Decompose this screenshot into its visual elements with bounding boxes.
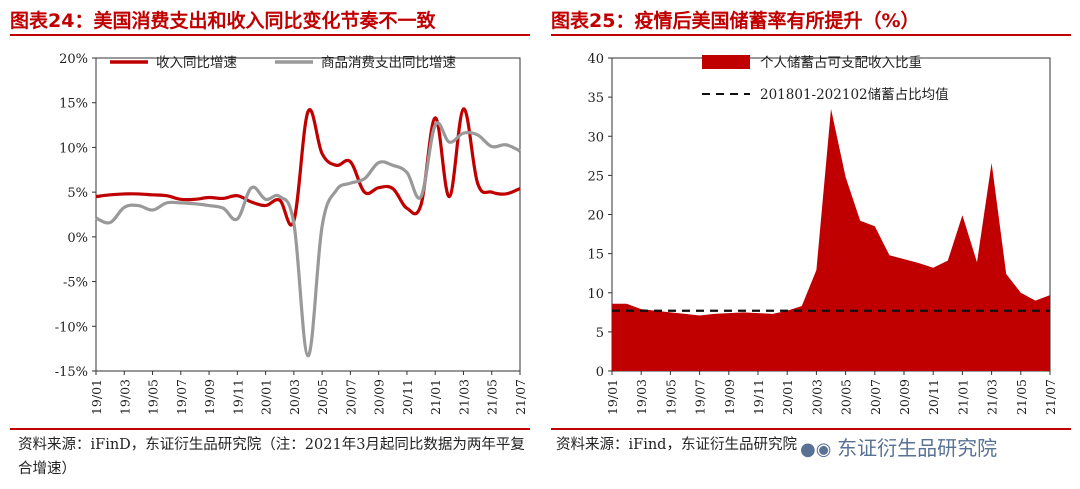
y-tick-label: 35 <box>587 91 604 106</box>
x-tick-label: 19/11 <box>230 379 245 415</box>
x-tick-label: 21/03 <box>985 379 1000 415</box>
y-tick-label: 0% <box>67 231 88 246</box>
legend-label: 商品消费支出同比增速 <box>321 55 456 71</box>
series-line <box>95 121 521 358</box>
left-source-note: 资料来源：iFinD，东证衍生品研究院（注：2021年3月起同比数据为两年平复合… <box>18 437 525 477</box>
legend-label: 收入同比增速 <box>156 55 237 71</box>
x-tick-label: 20/01 <box>780 379 795 415</box>
x-tick-label: 19/03 <box>117 379 132 415</box>
x-tick-label: 19/05 <box>663 379 678 415</box>
x-tick-label: 19/09 <box>722 379 737 415</box>
watermark-text: 东证衍生品研究院 <box>837 436 998 460</box>
y-tick-label: -15% <box>55 365 88 380</box>
y-tick-label: 5 <box>596 326 604 341</box>
left-source-rule <box>10 428 530 430</box>
x-tick-label: 20/07 <box>868 379 883 415</box>
x-tick-label: 20/09 <box>372 379 387 415</box>
y-tick-label: 5% <box>67 186 88 201</box>
left-chart-title: 图表24：美国消费支出和收入同比变化节奏不一致 <box>10 10 436 32</box>
x-tick-label: 19/07 <box>174 379 189 415</box>
legend-label: 个人储蓄占可支配收入比重 <box>760 55 922 71</box>
y-tick-label: 30 <box>587 130 604 145</box>
y-tick-label: 10 <box>587 287 604 302</box>
left-line-chart: 20% 15% 10% 5% 0% -5% -10% -15%19/01 19/03 19/05 1… <box>55 52 528 415</box>
x-tick-label: 19/05 <box>146 379 161 415</box>
x-tick-label: 21/07 <box>513 379 528 415</box>
y-tick-label: 40 <box>587 52 604 67</box>
plot-frame <box>95 57 521 372</box>
x-tick-label: 21/03 <box>456 379 471 415</box>
x-tick-label: 21/07 <box>1043 379 1058 415</box>
y-tick-label: 15% <box>59 97 88 112</box>
x-tick-label: 20/03 <box>809 379 824 415</box>
x-tick-label: 21/01 <box>955 379 970 415</box>
x-tick-label: 20/07 <box>343 379 358 415</box>
right-area-chart: 40 35 30 25 20 15 10 5 019/01 19/03 19/05 19/07 19/0… <box>587 52 1058 415</box>
x-tick-label: 20/09 <box>897 379 912 415</box>
y-tick-label: 0 <box>596 365 604 380</box>
right-source-rule <box>551 428 1071 430</box>
series-line <box>95 107 521 227</box>
x-tick-label: 19/01 <box>89 379 104 415</box>
x-tick-label: 20/03 <box>287 379 302 415</box>
y-tick-label: 25 <box>587 169 604 184</box>
right-source-note: 资料来源：iFind，东证衍生品研究院 <box>556 437 797 453</box>
x-tick-label: 19/07 <box>693 379 708 415</box>
y-tick-label: -5% <box>63 276 88 291</box>
series-area <box>612 108 1050 372</box>
x-tick-label: 21/01 <box>428 379 443 415</box>
legend-swatch <box>702 55 750 69</box>
x-tick-label: 19/11 <box>751 379 766 415</box>
wechat-icon: ●◉ <box>800 439 838 460</box>
y-tick-label: 10% <box>59 141 88 156</box>
y-tick-label: 20 <box>587 209 604 224</box>
right-title-rule <box>551 34 1071 36</box>
x-tick-label: 21/05 <box>1014 379 1029 415</box>
x-tick-label: 19/03 <box>634 379 649 415</box>
x-tick-label: 20/05 <box>839 379 854 415</box>
y-tick-label: -10% <box>55 320 88 335</box>
x-tick-label: 20/01 <box>259 379 274 415</box>
right-chart-title: 图表25：疫情后美国储蓄率有所提升（%） <box>551 10 920 32</box>
x-tick-label: 20/11 <box>400 379 415 415</box>
x-tick-label: 20/05 <box>315 379 330 415</box>
left-title-rule <box>10 34 530 36</box>
y-tick-label: 15 <box>587 248 604 263</box>
x-tick-label: 19/01 <box>605 379 620 415</box>
watermark-logo: ●◉ 东证衍生品研究院 <box>800 432 997 461</box>
x-tick-label: 20/11 <box>926 379 941 415</box>
y-tick-label: 20% <box>59 52 88 67</box>
legend-label: 201801-202102储蓄占比均值 <box>760 87 949 103</box>
x-tick-label: 19/09 <box>202 379 217 415</box>
x-tick-label: 21/05 <box>485 379 500 415</box>
